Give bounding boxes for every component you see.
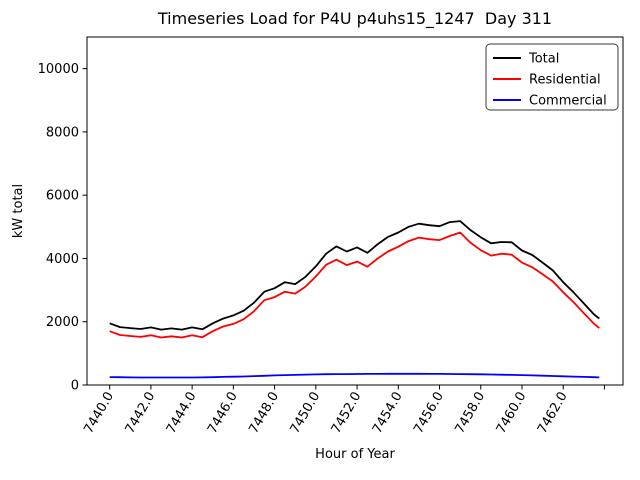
chart-title: Timeseries Load for P4U p4uhs15_1247 Day… <box>157 9 552 29</box>
x-tick-label: 7458.0 <box>452 390 488 437</box>
legend: Total Residential Commercial <box>485 43 619 111</box>
x-tick-label: 7452.0 <box>329 390 365 437</box>
y-tick-label: 0 <box>71 379 79 394</box>
x-tick-label: 7448.0 <box>246 390 282 437</box>
series-line-total <box>109 220 600 331</box>
series-lines <box>109 220 600 379</box>
x-tick-label: 7450.0 <box>288 390 324 437</box>
series-line-residential <box>109 231 600 339</box>
plot-border <box>86 36 624 386</box>
x-tick-label: 7444.0 <box>164 390 200 437</box>
series-line-commercial <box>109 372 600 379</box>
x-tick-label: 7442.0 <box>123 390 159 437</box>
x-tick-label: 7446.0 <box>205 390 241 437</box>
x-tick-label: 7462.0 <box>535 390 571 437</box>
x-axis-ticks: 7440.0 7442.0 7444.0 7446.0 7448.0 7450.0 7452… <box>81 385 605 437</box>
y-tick-label: 2000 <box>46 315 79 330</box>
x-tick-label: 7454.0 <box>370 390 406 437</box>
y-axis-ticks: 0 2000 4000 6000 8000 10000 <box>38 62 87 394</box>
y-tick-label: 4000 <box>46 252 79 267</box>
x-axis-label: Hour of Year <box>315 447 395 462</box>
legend-label-total: Total <box>528 52 559 67</box>
x-tick-label: 7456.0 <box>411 390 447 437</box>
legend-label-commercial: Commercial <box>529 94 607 109</box>
y-axis-label: kW total <box>11 184 26 238</box>
legend-label-residential: Residential <box>529 73 601 88</box>
x-tick-label: 7440.0 <box>81 390 117 437</box>
legend-frame <box>485 43 619 111</box>
y-tick-label: 10000 <box>38 62 79 77</box>
y-tick-label: 6000 <box>46 189 79 204</box>
x-tick-label: 7460.0 <box>494 390 530 437</box>
y-tick-label: 8000 <box>46 125 79 140</box>
